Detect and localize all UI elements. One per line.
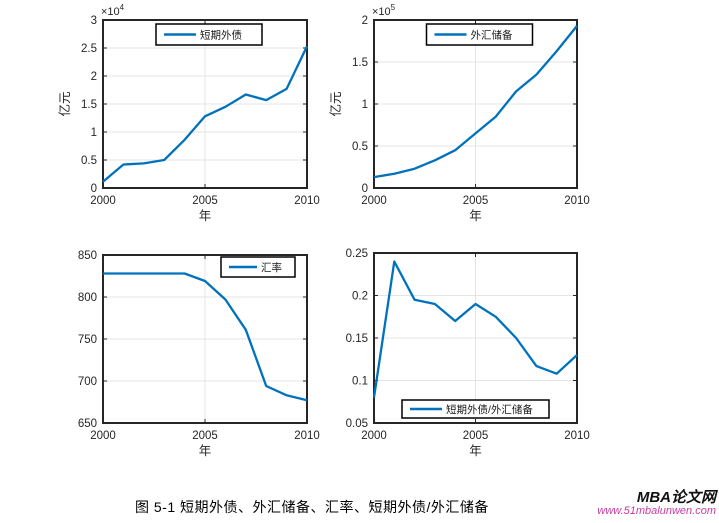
axis-box-short-term-external-debt bbox=[102, 19, 308, 189]
y-tick-label: 0 bbox=[362, 183, 368, 195]
x-tick-label: 2010 bbox=[564, 195, 590, 207]
axis-box-debt-to-reserves-ratio bbox=[373, 252, 578, 424]
legend-exchange-rate: 汇率 bbox=[220, 256, 296, 278]
series-line-exchange-rate bbox=[103, 272, 308, 402]
figure-caption: 图 5-1 短期外债、外汇储备、汇率、短期外债/外汇储备 bbox=[135, 499, 489, 515]
y-axis-label: 亿元 bbox=[328, 91, 343, 116]
y-tick-label: 0.1 bbox=[352, 376, 368, 388]
y-tick-label: 1 bbox=[362, 99, 368, 111]
x-tick-label: 2005 bbox=[192, 430, 218, 442]
charts-figure: 2000 2005 201000.511.522.53年亿元×104短期外债2000… bbox=[57, 3, 590, 458]
y-tick-label: 2 bbox=[91, 71, 97, 83]
y-tick-label: 850 bbox=[78, 250, 97, 262]
series-line-debt-to-reserves-ratio bbox=[372, 260, 578, 398]
y-tick-label: 0.5 bbox=[352, 141, 368, 153]
y-tick-label: 2 bbox=[362, 15, 368, 27]
y-tick-label: 0 bbox=[91, 183, 97, 195]
chart-fx-reserves: 2000 2005 2010 0 0.5 1 1.5 2 年 亿元 ×105 外汇储备 bbox=[328, 3, 590, 223]
y-tick-label: 650 bbox=[78, 418, 97, 430]
y-tick-label: 800 bbox=[78, 292, 97, 304]
axis-box-fx-reserves bbox=[373, 19, 578, 189]
y-axis-label: 亿元 bbox=[57, 91, 72, 116]
y-tick-label: 0.2 bbox=[352, 291, 368, 303]
x-axis-label: 年 bbox=[199, 209, 212, 223]
y-tick-label: 2.5 bbox=[81, 43, 97, 55]
legend-label: 汇率 bbox=[261, 261, 282, 274]
chart-exchange-rate: 2000 2005 2010 650 700 750 800 850 年 汇率 bbox=[78, 250, 320, 458]
axis-box-exchange-rate bbox=[102, 254, 308, 424]
y-scale-exponent: ×104 bbox=[101, 3, 125, 18]
x-tick-label: 2000 bbox=[361, 430, 387, 442]
x-axis-label: 年 bbox=[469, 209, 482, 223]
x-tick-label: 2005 bbox=[192, 195, 218, 207]
y-tick-label: 1.5 bbox=[352, 57, 368, 69]
legend-box bbox=[401, 399, 550, 419]
x-tick-label: 2010 bbox=[294, 195, 320, 207]
y-tick-label: 0.05 bbox=[346, 418, 368, 430]
legend-debt-to-reserves-ratio: 短期外债/外汇储备 bbox=[401, 399, 550, 419]
y-tick-label: 0.15 bbox=[346, 333, 368, 345]
x-tick-label: 2010 bbox=[294, 430, 320, 442]
x-tick-label: 2000 bbox=[361, 195, 387, 207]
y-tick-label: 1 bbox=[91, 127, 97, 139]
legend-box bbox=[220, 256, 296, 278]
legend-label: 短期外债 bbox=[200, 28, 242, 41]
legend-box bbox=[155, 23, 263, 46]
watermark: MBA论文网 www.51mbalunwen.com bbox=[597, 490, 716, 517]
legend-fx-reserves: 外汇储备 bbox=[425, 23, 534, 46]
legend-short-term-external-debt: 短期外债 bbox=[155, 23, 263, 46]
y-tick-label: 3 bbox=[91, 15, 97, 27]
chart-debt-to-reserves-ratio: 2000 2005 2010 0.05 0.1 0.15 0.2 0.25 年 短期外债/外汇储备 bbox=[346, 248, 590, 458]
x-tick-label: 2000 bbox=[90, 195, 116, 207]
y-tick-label: 0.5 bbox=[81, 155, 97, 167]
watermark-brand: MBA论文网 bbox=[636, 489, 716, 506]
y-scale-exponent: ×105 bbox=[372, 3, 396, 18]
x-axis-label: 年 bbox=[199, 444, 212, 458]
x-tick-label: 2000 bbox=[90, 430, 116, 442]
y-tick-label: 1.5 bbox=[81, 99, 97, 111]
legend-label: 外汇储备 bbox=[471, 28, 513, 41]
y-tick-label: 750 bbox=[78, 334, 97, 346]
series-line-short-term-external-debt bbox=[102, 45, 309, 183]
x-tick-label: 2010 bbox=[564, 430, 590, 442]
x-axis-label: 年 bbox=[469, 444, 482, 458]
x-tick-label: 2005 bbox=[463, 430, 489, 442]
series-line-fx-reserves bbox=[373, 25, 578, 179]
y-tick-label: 0.25 bbox=[346, 248, 368, 260]
y-tick-label: 700 bbox=[78, 376, 97, 388]
x-tick-label: 2005 bbox=[463, 195, 489, 207]
chart-short-term-external-debt: 2000 2005 2010 0 0.5 1 1.5 2 2.5 3 年 亿元 ×104 短期外债 bbox=[57, 3, 320, 223]
legend-label: 短期外债/外汇储备 bbox=[446, 403, 533, 416]
legend-box bbox=[425, 23, 534, 46]
watermark-url: www.51mbalunwen.com bbox=[597, 504, 716, 517]
